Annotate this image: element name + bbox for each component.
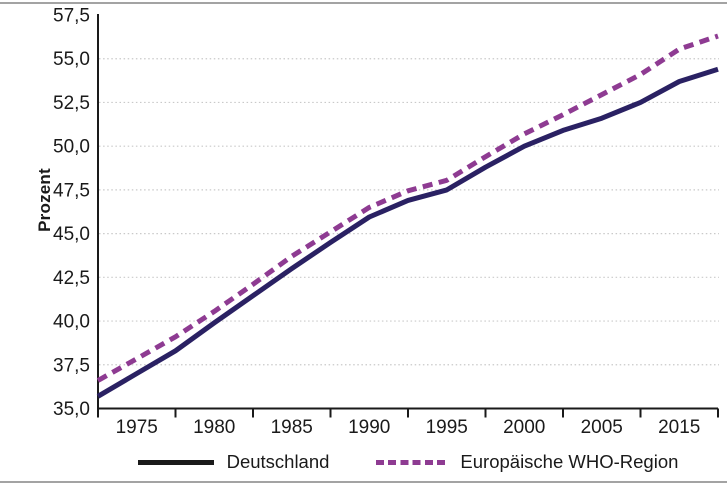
x-tick-label: 2005 xyxy=(581,417,623,438)
legend-item-deutschland: Deutschland xyxy=(137,451,330,473)
top-border-line xyxy=(0,2,727,4)
y-tick-label: 40,0 xyxy=(53,312,90,333)
y-tick-label: 55,0 xyxy=(53,49,90,70)
y-tick-label: 50,0 xyxy=(53,137,90,158)
x-tick-label: 1995 xyxy=(426,417,468,438)
x-tick-label: 2015 xyxy=(658,417,700,438)
who-region-dashed-line-swatch xyxy=(376,459,448,465)
series-line-europ-ische-who-region xyxy=(96,33,719,383)
y-tick-label: 47,5 xyxy=(53,180,90,201)
x-tick-label: 2000 xyxy=(503,417,545,438)
x-tick-label: 1985 xyxy=(271,417,313,438)
y-tick-label: 42,5 xyxy=(53,268,90,289)
legend: Deutschland Europäische WHO-Region xyxy=(98,448,718,476)
y-tick-label: 45,0 xyxy=(53,224,90,245)
legend-label-who-region: Europäische WHO-Region xyxy=(460,451,679,472)
x-tick-label: 1975 xyxy=(116,417,158,438)
bottom-border-line xyxy=(0,481,727,483)
legend-label-deutschland: Deutschland xyxy=(226,451,330,472)
legend-item-who-region: Europäische WHO-Region xyxy=(376,451,678,473)
x-tick-label: 1990 xyxy=(348,417,390,438)
y-tick-label: 52,5 xyxy=(53,93,90,114)
deutschland-solid-line-swatch xyxy=(137,459,214,465)
y-tick-label: 35,0 xyxy=(53,399,90,420)
x-tick-label: 1980 xyxy=(193,417,235,438)
y-tick-label: 37,5 xyxy=(53,355,90,376)
y-tick-label: 57,5 xyxy=(53,6,90,27)
series-line-deutschland xyxy=(96,66,719,399)
